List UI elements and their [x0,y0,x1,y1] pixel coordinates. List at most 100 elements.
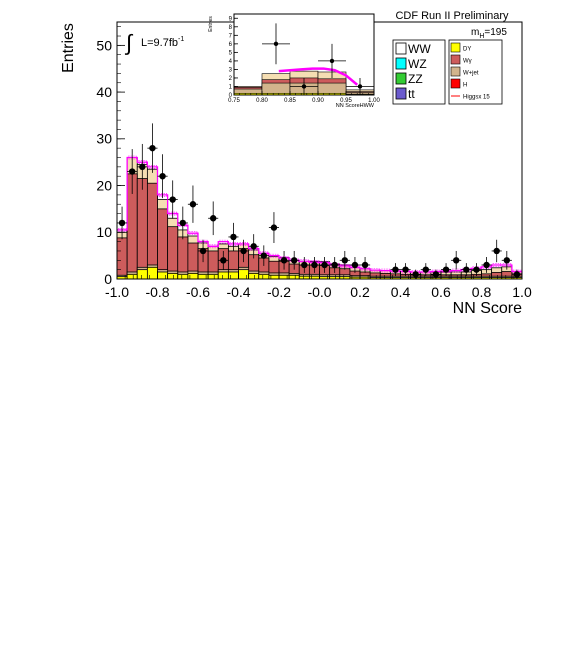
data-point-7 [189,201,197,208]
data-point-15 [270,224,278,231]
y-tick-label-0: 0 [104,271,112,287]
data-point-30 [442,266,450,273]
data-point-16 [280,257,288,264]
stack-bar-dy-10 [217,271,229,280]
x-tick-label-3: -0.4 [226,284,250,300]
data-point-3 [149,144,156,152]
legend-label-wz: WZ [408,57,427,71]
x-tick-label-0: -1.0 [105,284,129,300]
data-point-17 [290,257,298,264]
stack-bar-dy-9 [207,273,219,280]
data-point-37 [513,271,521,278]
inset-y-tick-label-5: 5 [229,50,233,56]
inset-y-tick-label-6: 6 [229,42,233,48]
y-axis-label: Entries [60,23,77,73]
signal-band-9 [208,244,218,249]
y-tick-label-2: 20 [96,177,112,193]
stack-bar-dy-11 [227,271,239,280]
inset-x-tick-label-4: 0.95 [340,98,352,104]
stack-bar-dy-13 [248,272,260,280]
x-tick-label-7: 0.4 [391,284,411,300]
signal-band-33 [451,268,461,273]
inset-x-tick-label-3: 0.90 [312,98,324,104]
data-point-28 [422,266,430,273]
data-point-23 [351,261,359,269]
inset-y-tick-label-1: 1 [229,85,233,91]
chart-title: CDF Run II Preliminary [395,10,509,22]
signal-band-15 [269,253,279,258]
stack-bar-dy-12 [238,269,250,280]
stack-bar-wgamma-2 [136,178,148,280]
inset-plot: 0.75 0.80 0.85 0.90 0.95 1.00 0 1 2 3 4 5 6 7 8 9 [228,13,380,104]
inset-y-tick-label-4: 4 [229,59,233,65]
legend-right: DY Wγ W+jet H Higgsx 15 [448,39,503,105]
legend-swatch-zz [395,72,407,85]
legend-label-3: H [463,83,467,89]
data-point-18 [301,261,308,269]
signal-band-7 [188,231,198,236]
data-point-33 [473,266,480,273]
data-point-35 [493,247,500,255]
stack-bar-dy-14 [258,273,270,280]
stack-bar-dy-4 [157,271,169,280]
data-point-8 [199,247,207,255]
signal-band-25 [370,268,380,272]
data-point-10 [220,257,227,264]
y-tick-label-3: 30 [96,131,112,147]
inset-y-tick-label-8: 8 [229,25,233,31]
inset-y-tick-label-2: 2 [229,76,233,82]
y-tick-label-5: 50 [96,37,112,53]
legend-swatch-3 [450,78,461,89]
inset-signal-curve [278,67,359,86]
data-point-0 [118,219,126,227]
data-point-12 [240,247,247,255]
stack-bar-dy-8 [197,273,209,280]
signal-band-26 [380,268,390,273]
inset-y-tick-label-9: 9 [229,16,233,22]
mass-label: mH=195 [471,27,507,40]
legend-swatch-1 [450,54,461,65]
legend-label-0: DY [463,47,471,53]
stack-bar-wgamma-0 [116,237,128,280]
data-point-13 [250,243,257,250]
stack-bar-dy-16 [278,274,290,280]
inset-y-tick-label-7: 7 [229,33,233,39]
signal-band-37 [492,263,502,267]
y-tick-label-1: 10 [96,224,112,240]
inset-y-tick-label-0: 0 [229,93,233,99]
data-point-1 [128,168,136,175]
data-point-21 [331,261,338,269]
x-tick-label-8: 0.6 [431,284,451,300]
data-point-11 [230,233,237,241]
inset-y-axis-label: Entries [208,16,214,32]
data-point-2 [139,163,146,171]
stack-bar-dy-1 [126,273,138,280]
legend-label-4: Higgsx 15 [463,95,490,101]
data-point-27 [412,271,419,278]
legend-swatch-ww [395,42,407,55]
inset-x-tick-label-5: 1.00 [368,98,380,104]
stack-bar-dy-2 [136,269,148,280]
legend-label-zz: ZZ [408,72,423,86]
stack-bar-dy-5 [167,272,179,280]
legend-swatch-tt [395,87,407,100]
signal-band-10 [218,239,228,244]
stack-bar-dy-7 [187,272,199,280]
data-point-14 [260,252,268,259]
y-tick-label-4: 40 [96,84,112,100]
data-point-32 [463,266,470,273]
integral-sign: ∫ [124,30,134,55]
data-point-31 [452,257,460,264]
inset-y-tick-label-3: 3 [229,68,233,74]
legend-label-ww: WW [408,42,431,56]
stack-bar-dy-15 [268,274,280,280]
main-plot: -1.0 -0.8 -0.6 -0.4 -0.2 -0.0 0.2 0.4 0.6 0.8 1.00… [96,21,532,300]
legend-label-1: Wγ [463,59,472,65]
data-point-25 [392,266,399,273]
x-tick-label-1: -0.8 [145,284,169,300]
x-tick-label-6: 0.2 [350,284,370,300]
data-point-2 [301,84,307,89]
legend-swatch-0 [450,42,461,53]
data-point-6 [179,219,187,227]
